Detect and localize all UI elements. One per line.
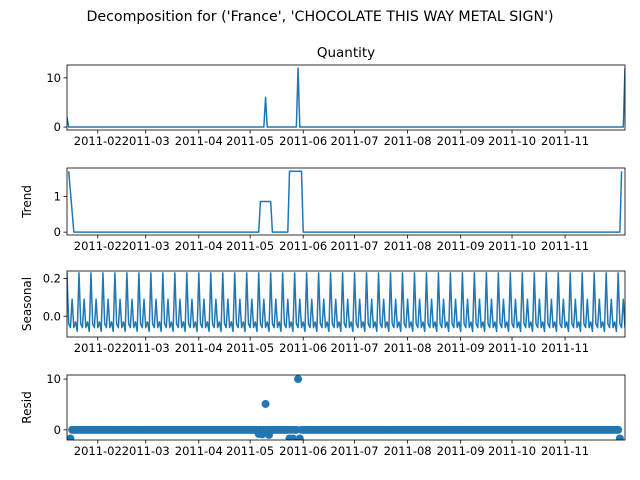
x-tick-label: 2011-07	[331, 239, 379, 253]
panel-3: 2011-02 2011-03 2011-04 2011-05 2011-06 2011-…	[20, 270, 626, 355]
y-tick-label: 0	[54, 423, 61, 437]
y-tick-label: 0	[54, 120, 61, 134]
y-axis-label: Seasonal	[20, 277, 34, 331]
axes-frame	[66, 270, 626, 338]
x-tick-label: 2011-02	[74, 239, 122, 253]
axes-frame	[66, 64, 626, 131]
x-tick-label: 2011-09	[437, 444, 485, 458]
x-tick-label: 2011-08	[384, 134, 432, 148]
series-line	[67, 67, 625, 128]
x-tick-label: 2011-06	[279, 444, 327, 458]
panel-4: 2011-02 2011-03 2011-04 2011-05 2011-06 2011-…	[20, 372, 626, 458]
panels: 2011-02 2011-03 2011-04 2011-05 2011-06 2011-…	[20, 45, 626, 458]
x-tick-label: 2011-10	[488, 444, 536, 458]
x-tick-label: 2011-08	[384, 239, 432, 253]
x-tick-label: 2011-10	[488, 239, 536, 253]
x-tick-label: 2011-04	[175, 444, 223, 458]
x-tick-label: 2011-04	[175, 134, 223, 148]
x-tick-label: 2011-05	[226, 134, 274, 148]
resid-point	[67, 434, 75, 440]
y-axis-label: Trend	[20, 185, 34, 219]
series-line	[67, 272, 625, 333]
x-tick-label: 2011-05	[226, 444, 274, 458]
x-tick-label: 2011-02	[74, 134, 122, 148]
x-tick-label: 2011-03	[122, 134, 170, 148]
x-tick-label: 2011-05	[226, 239, 274, 253]
plot-area	[67, 170, 623, 233]
x-tick-label: 2011-03	[122, 444, 170, 458]
y-tick-label: 0.2	[43, 272, 61, 286]
resid-point	[288, 434, 297, 440]
resid-point	[615, 434, 624, 440]
panel-title: Quantity	[317, 45, 375, 61]
panel-1: 2011-02 2011-03 2011-04 2011-05 2011-06 2011-…	[46, 45, 626, 148]
x-tick-label: 2011-04	[175, 341, 223, 355]
x-tick-label: 2011-02	[74, 341, 122, 355]
resid-point	[294, 375, 303, 384]
x-tick-label: 2011-06	[279, 134, 327, 148]
x-tick-label: 2011-10	[488, 134, 536, 148]
series-line	[67, 170, 623, 233]
axes-frame	[66, 167, 626, 236]
y-tick-label: 10	[46, 71, 61, 85]
plot-area	[67, 375, 624, 440]
x-tick-label: 2011-11	[541, 239, 589, 253]
y-axis-label: Resid	[20, 391, 34, 423]
y-tick-label: 0.0	[43, 309, 61, 323]
resid-point	[261, 399, 270, 408]
x-tick-label: 2011-03	[122, 341, 170, 355]
y-tick-label: 10	[46, 372, 61, 386]
x-tick-label: 2011-06	[279, 239, 327, 253]
plot-area	[67, 67, 625, 128]
y-tick-label: 0	[54, 225, 61, 239]
resid-point	[614, 425, 623, 434]
plot-area	[67, 272, 625, 333]
x-tick-label: 2011-05	[226, 341, 274, 355]
x-tick-label: 2011-09	[437, 341, 485, 355]
y-tick-label: 1	[54, 190, 61, 204]
x-tick-label: 2011-11	[541, 341, 589, 355]
resid-point	[295, 434, 304, 440]
x-tick-label: 2011-07	[331, 444, 379, 458]
x-tick-label: 2011-09	[437, 134, 485, 148]
x-tick-label: 2011-04	[175, 239, 223, 253]
x-tick-label: 2011-08	[384, 444, 432, 458]
x-tick-label: 2011-08	[384, 341, 432, 355]
axes-frame	[66, 374, 626, 441]
figure-suptitle: Decomposition for ('France', 'CHOCOLATE …	[86, 9, 553, 25]
x-tick-label: 2011-06	[279, 341, 327, 355]
panel-2: 2011-02 2011-03 2011-04 2011-05 2011-06 2011-…	[20, 167, 626, 253]
x-tick-label: 2011-09	[437, 239, 485, 253]
x-tick-label: 2011-11	[541, 134, 589, 148]
x-tick-label: 2011-10	[488, 341, 536, 355]
x-tick-label: 2011-07	[331, 341, 379, 355]
x-tick-label: 2011-07	[331, 134, 379, 148]
x-tick-label: 2011-02	[74, 444, 122, 458]
x-tick-label: 2011-11	[541, 444, 589, 458]
x-tick-label: 2011-03	[122, 239, 170, 253]
